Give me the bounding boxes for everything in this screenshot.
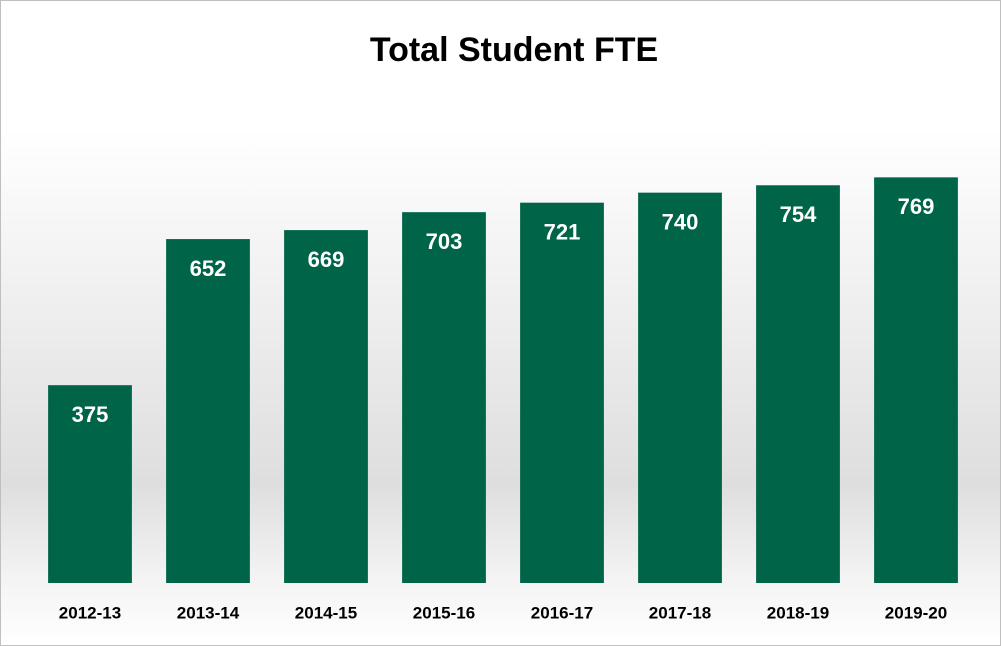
bar [756, 185, 840, 583]
data-label: 375 [72, 402, 109, 427]
data-label: 652 [190, 256, 227, 281]
data-label: 754 [780, 202, 817, 227]
x-tick-label: 2012-13 [59, 603, 121, 622]
x-tick-label: 2019-20 [885, 603, 947, 622]
data-label: 740 [662, 209, 699, 234]
bar [402, 212, 486, 584]
data-label: 721 [544, 219, 581, 244]
x-tick-label: 2017-18 [649, 603, 711, 622]
x-tick-label: 2015-16 [413, 603, 475, 622]
x-tick-label: 2016-17 [531, 603, 593, 622]
data-label: 703 [426, 229, 463, 254]
bar [48, 385, 132, 583]
x-tick-label: 2013-14 [177, 603, 240, 622]
data-label: 769 [898, 194, 935, 219]
bar [166, 239, 250, 583]
x-tick-label: 2018-19 [767, 603, 829, 622]
x-tick-label: 2014-15 [295, 603, 357, 622]
data-label: 669 [308, 247, 345, 272]
bar [638, 192, 722, 583]
bar [520, 202, 604, 584]
bar [284, 230, 368, 584]
bar [874, 177, 958, 584]
chart-title: Total Student FTE [370, 31, 658, 69]
